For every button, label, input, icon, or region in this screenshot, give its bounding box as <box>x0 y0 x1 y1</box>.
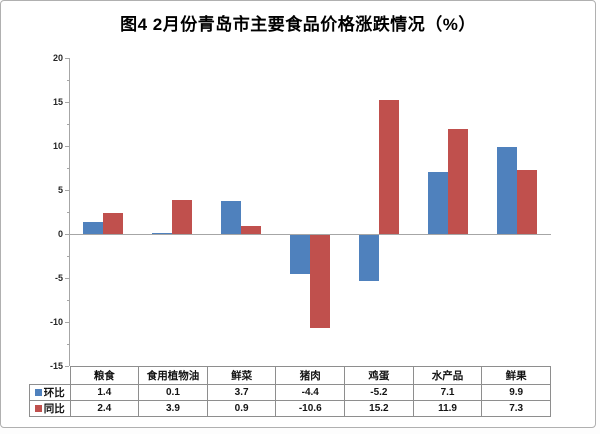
table-value-s1-c1: 3.9 <box>138 400 208 417</box>
bar-s0-c1 <box>152 233 172 234</box>
plot-area: 20 15 10 5 0 -5 -10 -15 <box>50 53 551 371</box>
y-axis-minor-tick <box>67 212 69 213</box>
bar-s0-c5 <box>428 172 448 234</box>
table-value-s0-c3: -4.4 <box>275 384 346 401</box>
legend-swatch-icon <box>34 405 42 412</box>
table-header-cell-4: 鸡蛋 <box>344 366 414 385</box>
y-axis-minor-tick <box>67 344 69 345</box>
y-axis-line <box>69 58 70 366</box>
y-axis-tick-label: -10 <box>49 317 63 327</box>
bar-s0-c0 <box>83 222 103 234</box>
y-axis-minor-tick <box>67 80 69 81</box>
y-axis-major-tick <box>65 278 69 279</box>
y-axis-tick-label: -5 <box>54 273 63 283</box>
legend-cell-0: 环比 <box>29 384 71 401</box>
chart-data-table: 粮食 食用植物油 鲜菜 猪肉 鸡蛋 水产品 鲜果环比 1.4 0.1 3.7 -4.4 -5.2 7.1… <box>29 366 551 417</box>
legend-swatch-icon <box>34 389 42 396</box>
legend-cell-1: 同比 <box>29 400 71 417</box>
table-header-cell-5: 水产品 <box>412 366 483 385</box>
table-header-row: 粮食 食用植物油 鲜菜 猪肉 鸡蛋 水产品 鲜果 <box>29 366 551 385</box>
y-axis-minor-tick <box>67 168 69 169</box>
bar-s0-c2 <box>221 201 241 234</box>
table-header-cell-1: 食用植物油 <box>138 366 208 385</box>
bar-s1-c2 <box>241 226 261 234</box>
y-axis-tick-label: -15 <box>49 361 63 371</box>
legend-label-0: 环比 <box>43 387 65 399</box>
table-header-cell-3: 猪肉 <box>275 366 346 385</box>
y-axis-major-tick <box>65 146 69 147</box>
table-value-s0-c6: 9.9 <box>481 384 551 401</box>
y-axis-minor-tick <box>67 256 69 257</box>
y-axis-tick-label: 15 <box>52 97 63 107</box>
y-axis-tick-label: 10 <box>52 141 63 151</box>
table-value-s1-c4: 15.2 <box>344 400 414 417</box>
data-table-container: 粮食 食用植物油 鲜菜 猪肉 鸡蛋 水产品 鲜果环比 1.4 0.1 3.7 -4.4 -5.2 7.1… <box>29 366 551 417</box>
table-header-cell-6: 鲜果 <box>481 366 551 385</box>
table-value-s0-c2: 3.7 <box>206 384 277 401</box>
y-axis-tick-label: 20 <box>52 53 63 63</box>
bar-s0-c6 <box>497 147 517 234</box>
y-axis-major-tick <box>65 58 69 59</box>
y-axis-minor-tick <box>67 124 69 125</box>
y-axis-minor-tick <box>67 300 69 301</box>
y-axis-tick-label: 0 <box>57 229 63 239</box>
table-corner-cell <box>29 366 71 385</box>
y-axis-tick-label: 5 <box>57 185 63 195</box>
y-axis-major-tick <box>65 322 69 323</box>
bar-s1-c3 <box>310 235 330 328</box>
y-axis-major-tick <box>65 102 69 103</box>
bar-s1-c0 <box>103 213 123 234</box>
bar-s1-c1 <box>172 200 192 234</box>
table-value-s0-c1: 0.1 <box>138 384 208 401</box>
legend-label-1: 同比 <box>43 403 65 415</box>
table-value-s1-c0: 2.4 <box>69 400 140 417</box>
table-series-row-0: 环比 1.4 0.1 3.7 -4.4 -5.2 7.1 9.9 <box>29 384 551 401</box>
table-value-s0-c4: -5.2 <box>344 384 414 401</box>
bar-s1-c5 <box>448 129 468 234</box>
table-value-s0-c5: 7.1 <box>412 384 483 401</box>
table-value-s1-c6: 7.3 <box>481 400 551 417</box>
table-header-cell-2: 鲜菜 <box>206 366 277 385</box>
zero-gridline <box>69 234 551 235</box>
table-value-s1-c3: -10.6 <box>275 400 346 417</box>
y-axis-major-tick <box>65 234 69 235</box>
bar-s0-c3 <box>290 235 310 274</box>
y-axis-major-tick <box>65 190 69 191</box>
chart-title: 图4 2月份青岛市主要食品价格涨跌情况（%） <box>120 15 476 34</box>
bar-s0-c4 <box>359 235 379 281</box>
table-value-s1-c2: 0.9 <box>206 400 277 417</box>
table-value-s0-c0: 1.4 <box>69 384 140 401</box>
chart-frame: 图4 2月份青岛市主要食品价格涨跌情况（%） 20 15 10 5 0 -5 -10 -15 … <box>0 0 596 428</box>
table-series-row-1: 同比 2.4 3.9 0.9 -10.6 15.2 11.9 7.3 <box>29 400 551 417</box>
table-value-s1-c5: 11.9 <box>412 400 483 417</box>
bar-s1-c6 <box>517 170 537 234</box>
table-header-cell-0: 粮食 <box>69 366 140 385</box>
bar-s1-c4 <box>379 100 399 234</box>
